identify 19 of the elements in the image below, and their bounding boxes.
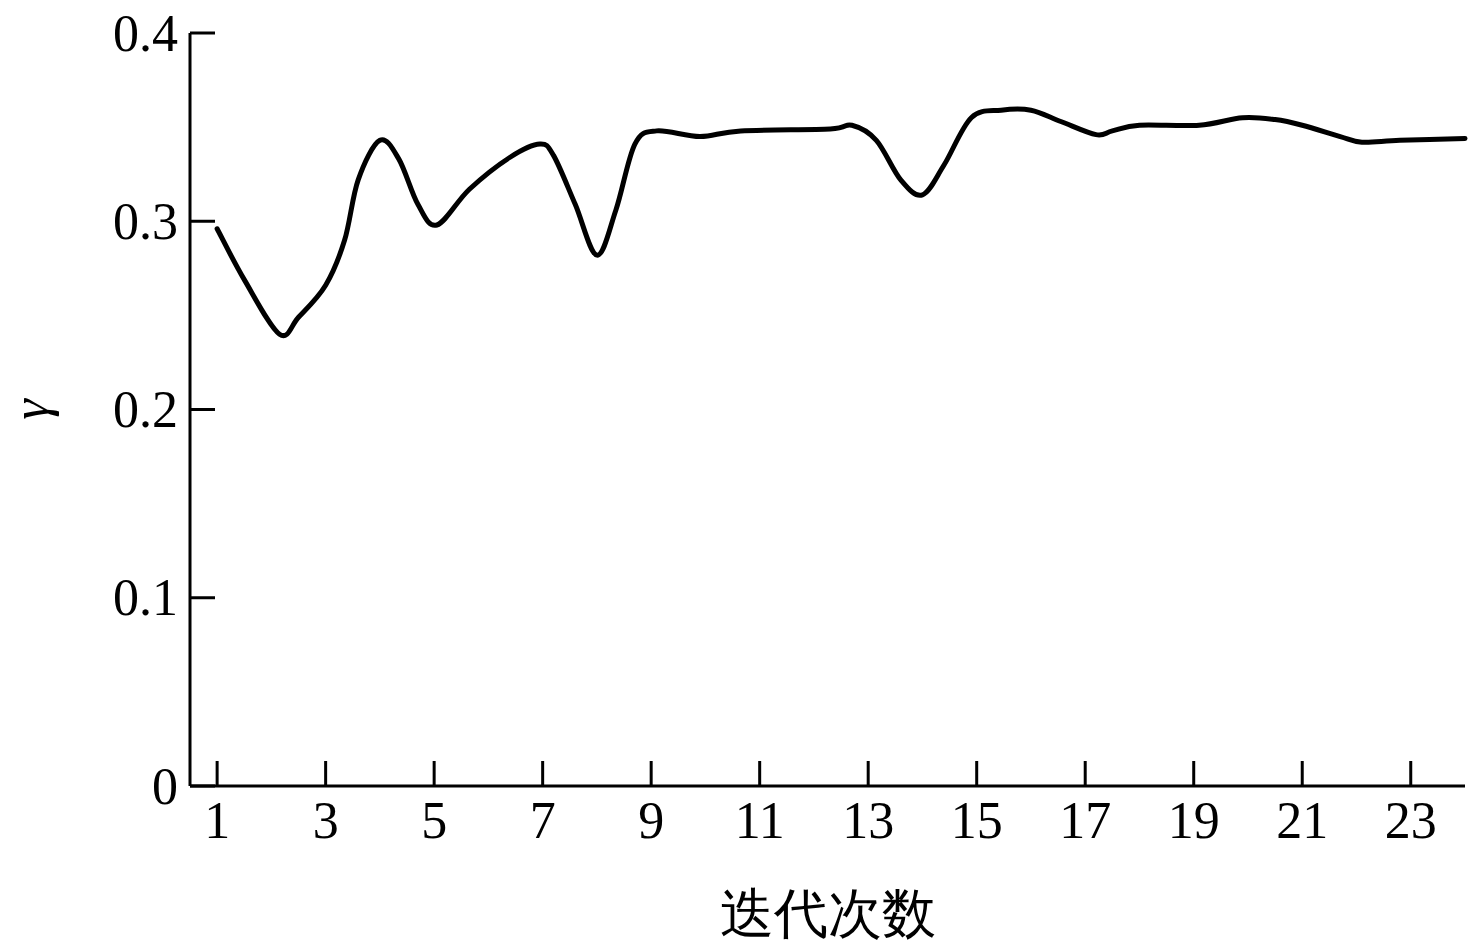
y-tick-label: 0.2 (113, 381, 178, 438)
x-tick-label: 7 (529, 792, 556, 849)
x-tick-label: 23 (1384, 792, 1437, 849)
x-tick-label: 3 (312, 792, 339, 849)
y-tick-label: 0.3 (113, 192, 178, 250)
x-tick-label: 21 (1276, 792, 1329, 849)
x-tick-label: 15 (950, 792, 1003, 849)
y-axis-title: γ (2, 397, 59, 420)
y-tick-label: 0.1 (113, 569, 178, 627)
x-tick-label: 11 (734, 792, 785, 849)
x-tick-label: 17 (1059, 792, 1112, 849)
x-tick-label: 5 (421, 792, 448, 849)
x-tick-label: 19 (1167, 792, 1220, 849)
y-tick-label: 0.4 (113, 4, 178, 62)
x-axis-title: 迭代次数 (719, 884, 936, 944)
x-tick-label: 13 (842, 792, 895, 849)
x-tick-label: 9 (638, 792, 665, 849)
x-tick-label: 1 (204, 792, 231, 849)
y-tick-label: 0 (152, 757, 178, 815)
